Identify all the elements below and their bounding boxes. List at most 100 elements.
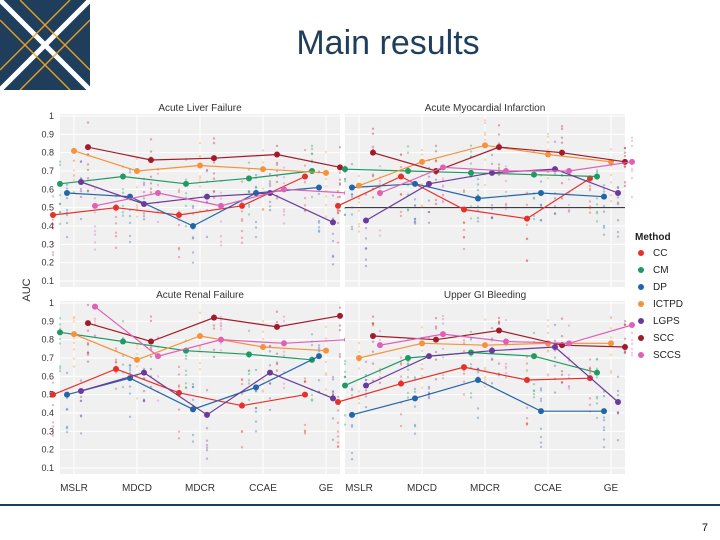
- sample-point-sccs: [156, 375, 160, 378]
- sample-point-lgps: [364, 360, 368, 363]
- sample-point-scc: [86, 343, 90, 346]
- sample-point-dp: [539, 203, 543, 206]
- sample-point-scc: [371, 145, 375, 149]
- data-point-cm: [405, 168, 411, 174]
- sample-point-dp: [254, 420, 258, 423]
- sample-point-cc: [588, 205, 592, 208]
- sample-point-cc: [399, 210, 403, 214]
- sample-point-dp: [65, 408, 69, 411]
- sample-point-scc: [149, 367, 153, 371]
- sample-point-cm: [406, 368, 410, 371]
- sample-point-scc: [149, 187, 153, 190]
- data-point-ictpd: [608, 340, 614, 347]
- sample-point-scc: [86, 329, 90, 332]
- sample-point-scc: [212, 327, 216, 330]
- sample-point-ictpd: [72, 159, 76, 163]
- sample-point-lgps: [205, 443, 209, 447]
- sample-point-scc: [434, 198, 438, 202]
- sample-point-scc: [623, 165, 627, 168]
- sample-point-cm: [595, 395, 599, 399]
- sample-point-ictpd: [324, 373, 328, 377]
- data-point-sccs: [155, 190, 161, 196]
- sample-point-ictpd: [483, 138, 487, 141]
- sample-point-sccs: [441, 322, 445, 325]
- sample-point-sccs: [441, 201, 445, 204]
- data-point-sccs: [566, 168, 572, 174]
- sample-point-scc: [623, 319, 627, 323]
- sample-point-scc: [623, 351, 627, 354]
- sample-point-cc: [177, 246, 181, 250]
- data-point-dp: [253, 384, 259, 391]
- sample-point-ictpd: [609, 193, 613, 197]
- sample-point-ictpd: [72, 348, 76, 351]
- legend-marker-lgps: [638, 318, 644, 324]
- sample-point-ictpd: [357, 225, 361, 228]
- sample-point-dp: [413, 425, 417, 428]
- sample-point-ictpd: [420, 374, 424, 378]
- data-point-ictpd: [482, 342, 488, 349]
- data-point-cc: [176, 212, 182, 218]
- sample-point-ictpd: [72, 190, 76, 194]
- data-point-lgps: [204, 411, 210, 418]
- sample-point-sccs: [441, 356, 445, 359]
- sample-point-cc: [336, 211, 340, 215]
- sample-point-cm: [532, 389, 536, 392]
- sample-point-cm: [58, 337, 62, 341]
- sample-point-cm: [58, 327, 62, 330]
- sample-point-lgps: [79, 432, 83, 435]
- sample-point-cm: [406, 391, 410, 395]
- sample-point-sccs: [567, 324, 571, 327]
- sample-point-cc: [177, 408, 181, 411]
- sample-point-ictpd: [420, 367, 424, 371]
- sample-point-lgps: [490, 358, 494, 362]
- data-point-ictpd: [134, 168, 140, 174]
- sample-point-ictpd: [357, 341, 361, 345]
- sample-point-lgps: [331, 393, 335, 396]
- sample-point-cc: [525, 422, 529, 425]
- sample-point-lgps: [490, 357, 494, 360]
- data-point-dp: [475, 195, 481, 202]
- sample-point-cm: [184, 354, 188, 358]
- data-point-ictpd: [482, 142, 488, 149]
- sample-point-scc: [338, 209, 342, 213]
- sample-point-cm: [595, 402, 599, 405]
- sample-point-sccs: [219, 328, 223, 331]
- sample-point-dp: [128, 364, 132, 367]
- sample-point-lgps: [142, 400, 146, 403]
- sample-point-cc: [51, 421, 55, 424]
- sample-point-cm: [595, 376, 599, 379]
- sample-point-ictpd: [72, 320, 76, 323]
- sample-point-cc: [588, 403, 592, 407]
- sample-point-scc: [623, 337, 627, 341]
- sample-point-dp: [317, 230, 321, 233]
- sample-point-cm: [310, 399, 314, 402]
- data-point-cc: [50, 212, 56, 218]
- sample-point-scc: [149, 355, 153, 358]
- panel-title: Acute Renal Failure: [156, 290, 244, 301]
- sample-point-ictpd: [72, 174, 76, 178]
- sample-point-lgps: [142, 367, 146, 371]
- sample-point-scc: [275, 144, 279, 148]
- sample-point-ictpd: [261, 208, 265, 212]
- data-point-scc: [85, 320, 91, 327]
- sample-point-ictpd: [324, 185, 328, 188]
- sample-point-ictpd: [261, 161, 265, 164]
- sample-point-dp: [602, 190, 606, 193]
- sample-point-scc: [371, 132, 375, 135]
- sample-point-lgps: [490, 326, 494, 330]
- sample-point-dp: [191, 237, 195, 240]
- sample-point-sccs: [567, 373, 571, 377]
- sample-point-cc: [525, 406, 529, 409]
- sample-point-sccs: [93, 197, 97, 200]
- data-point-cm: [183, 180, 189, 187]
- data-point-ictpd: [260, 166, 266, 173]
- sample-point-ictpd: [483, 119, 487, 122]
- data-point-sccs: [155, 353, 161, 360]
- sample-point-ictpd: [483, 378, 487, 381]
- sample-point-cc: [399, 153, 403, 156]
- sample-point-cc: [525, 362, 529, 365]
- data-point-cm: [246, 351, 252, 358]
- sample-point-ictpd: [324, 360, 328, 364]
- sample-point-dp: [476, 205, 480, 208]
- legend-marker-dp: [638, 284, 644, 290]
